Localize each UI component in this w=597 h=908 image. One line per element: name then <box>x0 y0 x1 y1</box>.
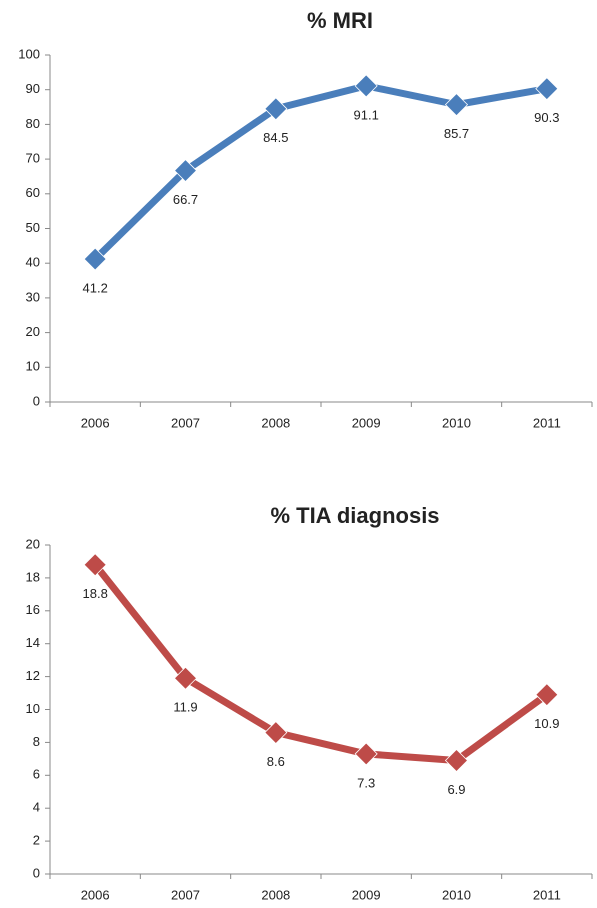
data-label: 10.9 <box>534 716 559 731</box>
x-tick-label: 2007 <box>171 415 200 430</box>
marker <box>444 748 469 773</box>
chart-title: % MRI <box>307 8 373 33</box>
data-label: 91.1 <box>354 107 379 122</box>
y-tick-label: 18 <box>26 569 40 584</box>
y-tick-label: 16 <box>26 602 40 617</box>
marker <box>535 77 559 101</box>
y-tick-label: 30 <box>26 289 40 304</box>
chart-title: % TIA diagnosis <box>270 503 439 528</box>
y-tick-label: 50 <box>26 220 40 235</box>
y-tick-label: 12 <box>26 668 40 683</box>
y-tick-label: 2 <box>33 833 40 848</box>
marker <box>264 720 288 745</box>
y-tick-label: 10 <box>26 701 40 716</box>
y-tick-label: 20 <box>26 324 40 339</box>
x-tick-label: 2009 <box>352 887 381 902</box>
x-tick-label: 2011 <box>533 415 561 430</box>
x-tick-label: 2006 <box>81 887 110 902</box>
y-tick-label: 70 <box>26 151 40 166</box>
data-label: 66.7 <box>173 192 198 207</box>
y-tick-label: 14 <box>26 635 40 650</box>
marker <box>444 93 469 117</box>
marker <box>354 74 378 98</box>
y-tick-label: 90 <box>26 81 40 96</box>
data-line <box>92 562 549 764</box>
y-tick-label: 6 <box>33 767 40 782</box>
y-tick-label: 0 <box>33 393 40 408</box>
y-tick-label: 40 <box>26 255 40 270</box>
marker <box>173 666 198 690</box>
marker <box>354 742 378 766</box>
y-tick-label: 20 <box>26 536 40 551</box>
marker <box>173 158 198 183</box>
y-tick-label: 8 <box>33 734 40 749</box>
marker <box>535 683 559 707</box>
marker <box>83 247 107 271</box>
x-tick-label: 2008 <box>261 415 290 430</box>
data-label: 18.8 <box>83 586 108 601</box>
y-tick-label: 80 <box>26 116 40 131</box>
y-tick-label: 4 <box>33 800 40 815</box>
x-tick-label: 2010 <box>442 415 471 430</box>
data-line <box>92 82 548 262</box>
marker <box>264 97 288 121</box>
x-tick-label: 2009 <box>352 415 381 430</box>
data-label: 11.9 <box>173 700 197 715</box>
data-label: 84.5 <box>263 130 288 145</box>
x-tick-label: 2006 <box>81 415 110 430</box>
y-tick-label: 10 <box>26 359 40 374</box>
y-tick-label: 100 <box>18 46 40 61</box>
x-tick-label: 2010 <box>442 887 471 902</box>
data-label: 90.3 <box>534 110 559 125</box>
marker <box>83 553 107 577</box>
data-label: 85.7 <box>444 126 469 141</box>
data-label: 41.2 <box>83 280 108 295</box>
y-tick-label: 60 <box>26 185 40 200</box>
data-label: 6.9 <box>447 782 465 797</box>
y-tick-label: 0 <box>33 865 40 880</box>
x-tick-label: 2008 <box>261 887 290 902</box>
x-tick-label: 2007 <box>171 887 200 902</box>
x-tick-label: 2011 <box>533 887 561 902</box>
data-label: 7.3 <box>357 775 375 790</box>
data-label: 8.6 <box>267 754 285 769</box>
